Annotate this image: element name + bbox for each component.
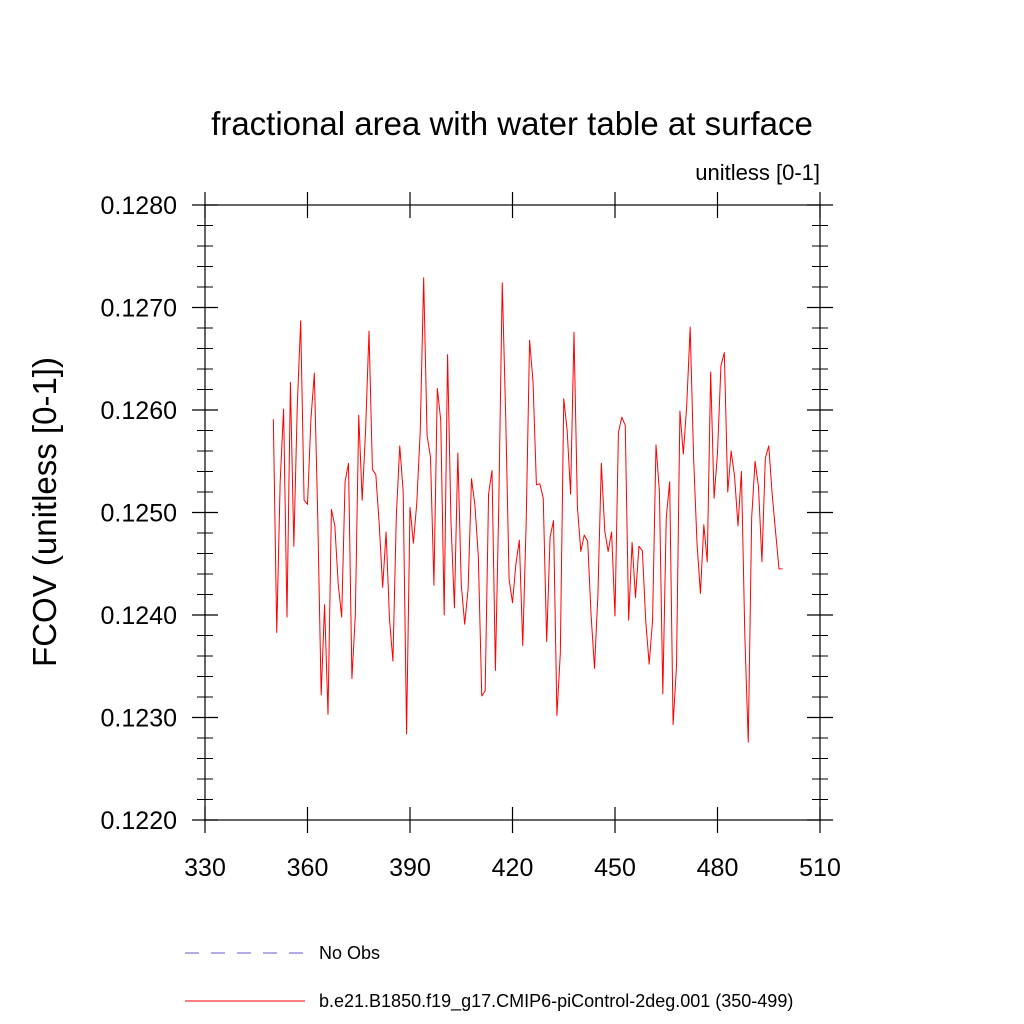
plot-frame [204,204,821,821]
y-tick-label: 0.1220 [101,807,177,835]
chart-title: fractional area with water table at surf… [211,105,813,142]
x-tick-label: 390 [389,854,431,882]
legend-label-no-obs: No Obs [319,943,380,963]
y-tick-label: 0.1230 [101,705,177,733]
x-tick-label: 330 [184,854,226,882]
y-tick-label: 0.1270 [101,295,177,323]
y-tick-label: 0.1260 [101,397,177,425]
y-tick-label: 0.1240 [101,602,177,630]
y-tick-label: 0.1250 [101,500,177,528]
x-tick-label: 450 [594,854,636,882]
y-tick-label: 0.1280 [101,192,177,220]
legend: No Obs b.e21.B1850.f19_g17.CMIP6-piContr… [185,943,793,1012]
x-tick-label: 480 [697,854,739,882]
series-line-1 [272,277,783,743]
series-layer [272,277,783,743]
y-axis: 0.1220 0.1230 0.1240 0.1250 0.1260 0.1270 0.12… [101,192,833,835]
x-tick-label: 510 [799,854,841,882]
x-axis: 330 360 390 420 450 480 510 [184,192,841,882]
y-minor-ticks [197,204,828,821]
x-tick-label: 420 [492,854,534,882]
y-axis-label: FCOV (unitless [0-1]) [26,357,63,667]
chart-subtitle: unitless [0-1] [695,160,820,185]
x-tick-label: 360 [287,854,329,882]
legend-label-model: b.e21.B1850.f19_g17.CMIP6-piControl-2deg… [319,991,793,1012]
